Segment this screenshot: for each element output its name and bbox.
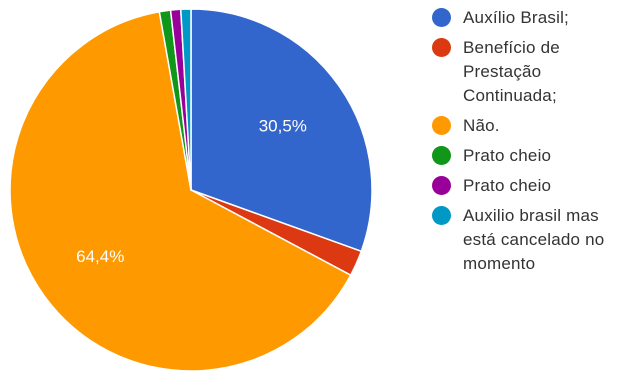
legend-label: Benefício de Prestação Continuada; [463,36,560,108]
legend-swatch-icon [432,206,451,225]
legend-swatch-icon [432,116,451,135]
legend-item-0[interactable]: Auxílio Brasil; [432,6,628,30]
slice-data-label-0: 30,5% [259,116,307,135]
legend-label: Não. [463,114,500,138]
legend-swatch-icon [432,146,451,165]
legend-item-5[interactable]: Auxilio brasil mas está cancelado no mom… [432,204,628,276]
legend-swatch-icon [432,8,451,27]
legend-swatch-icon [432,38,451,57]
legend-item-2[interactable]: Não. [432,114,628,138]
slice-data-label-1: 64,4% [76,247,124,266]
legend-item-1[interactable]: Benefício de Prestação Continuada; [432,36,628,108]
legend-item-4[interactable]: Prato cheio [432,174,628,198]
legend-swatch-icon [432,176,451,195]
chart-legend: Auxílio Brasil; Benefício de Prestação Co… [432,6,628,282]
legend-item-3[interactable]: Prato cheio [432,144,628,168]
legend-label: Prato cheio [463,144,551,168]
legend-label: Auxilio brasil mas está cancelado no mom… [463,204,604,276]
legend-label: Auxílio Brasil; [463,6,569,30]
legend-label: Prato cheio [463,174,551,198]
